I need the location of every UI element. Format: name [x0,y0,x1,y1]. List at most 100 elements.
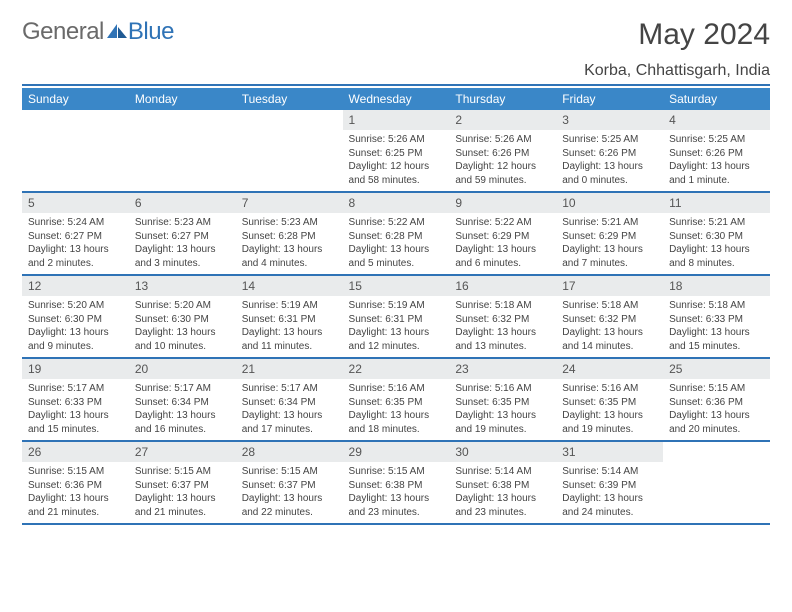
calendar-cell: 28Sunrise: 5:15 AMSunset: 6:37 PMDayligh… [236,441,343,524]
day-number: 6 [129,193,236,213]
day-details: Sunrise: 5:14 AMSunset: 6:38 PMDaylight:… [449,462,556,523]
day-details: Sunrise: 5:20 AMSunset: 6:30 PMDaylight:… [22,296,129,357]
day-number: 1 [343,110,450,130]
calendar-cell: 23Sunrise: 5:16 AMSunset: 6:35 PMDayligh… [449,358,556,441]
weekday-header: Wednesday [343,88,450,110]
daylight-text: Daylight: 13 hours and 13 minutes. [455,326,550,353]
day-number: 21 [236,359,343,379]
sunset-text: Sunset: 6:26 PM [562,147,657,161]
calendar-cell: 10Sunrise: 5:21 AMSunset: 6:29 PMDayligh… [556,192,663,275]
calendar-cell: 13Sunrise: 5:20 AMSunset: 6:30 PMDayligh… [129,275,236,358]
calendar-cell: 31Sunrise: 5:14 AMSunset: 6:39 PMDayligh… [556,441,663,524]
daylight-text: Daylight: 13 hours and 11 minutes. [242,326,337,353]
day-details: Sunrise: 5:23 AMSunset: 6:27 PMDaylight:… [129,213,236,274]
weekday-header: Sunday [22,88,129,110]
daylight-text: Daylight: 13 hours and 22 minutes. [242,492,337,519]
calendar-cell: 15Sunrise: 5:19 AMSunset: 6:31 PMDayligh… [343,275,450,358]
daylight-text: Daylight: 13 hours and 23 minutes. [349,492,444,519]
daylight-text: Daylight: 13 hours and 21 minutes. [28,492,123,519]
sunrise-text: Sunrise: 5:19 AM [349,299,444,313]
sunset-text: Sunset: 6:31 PM [349,313,444,327]
sunrise-text: Sunrise: 5:21 AM [669,216,764,230]
day-number: 26 [22,442,129,462]
day-number: 14 [236,276,343,296]
brand-part2: Blue [128,18,174,46]
sunrise-text: Sunrise: 5:14 AM [562,465,657,479]
daylight-text: Daylight: 12 hours and 58 minutes. [349,160,444,187]
day-number: 8 [343,193,450,213]
day-details: Sunrise: 5:18 AMSunset: 6:32 PMDaylight:… [449,296,556,357]
calendar-cell: 3 Sunrise: 5:25 AMSunset: 6:26 PMDaylight… [556,110,663,192]
sunrise-text: Sunrise: 5:17 AM [28,382,123,396]
sunrise-text: Sunrise: 5:18 AM [455,299,550,313]
calendar-table: Sunday Monday Tuesday Wednesday Thursday… [22,88,770,525]
sunrise-text: Sunrise: 5:15 AM [669,382,764,396]
day-details: Sunrise: 5:22 AMSunset: 6:29 PMDaylight:… [449,213,556,274]
daylight-text: Daylight: 13 hours and 14 minutes. [562,326,657,353]
sunset-text: Sunset: 6:32 PM [455,313,550,327]
daylight-text: Daylight: 13 hours and 5 minutes. [349,243,444,270]
daylight-text: Daylight: 13 hours and 0 minutes. [562,160,657,187]
sunrise-text: Sunrise: 5:17 AM [135,382,230,396]
calendar-cell: 27Sunrise: 5:15 AMSunset: 6:37 PMDayligh… [129,441,236,524]
title-block: May 2024 [638,18,770,56]
daylight-text: Daylight: 12 hours and 59 minutes. [455,160,550,187]
daylight-text: Daylight: 13 hours and 6 minutes. [455,243,550,270]
sunset-text: Sunset: 6:37 PM [135,479,230,493]
day-number: 23 [449,359,556,379]
calendar-cell: 22Sunrise: 5:16 AMSunset: 6:35 PMDayligh… [343,358,450,441]
weekday-header-row: Sunday Monday Tuesday Wednesday Thursday… [22,88,770,110]
day-details: Sunrise: 5:19 AMSunset: 6:31 PMDaylight:… [343,296,450,357]
sunset-text: Sunset: 6:30 PM [135,313,230,327]
calendar-cell: 16Sunrise: 5:18 AMSunset: 6:32 PMDayligh… [449,275,556,358]
calendar-cell: 17Sunrise: 5:18 AMSunset: 6:32 PMDayligh… [556,275,663,358]
sunset-text: Sunset: 6:32 PM [562,313,657,327]
sunset-text: Sunset: 6:34 PM [242,396,337,410]
daylight-text: Daylight: 13 hours and 24 minutes. [562,492,657,519]
sunset-text: Sunset: 6:28 PM [349,230,444,244]
sunrise-text: Sunrise: 5:25 AM [562,133,657,147]
sunrise-text: Sunrise: 5:15 AM [242,465,337,479]
day-number: 2 [449,110,556,130]
header: General Blue May 2024 [22,18,770,56]
day-number: 19 [22,359,129,379]
sunset-text: Sunset: 6:33 PM [669,313,764,327]
month-title: May 2024 [638,18,770,52]
sunrise-text: Sunrise: 5:22 AM [455,216,550,230]
day-number: 4 [663,110,770,130]
calendar-cell [663,441,770,524]
daylight-text: Daylight: 13 hours and 3 minutes. [135,243,230,270]
day-details: Sunrise: 5:20 AMSunset: 6:30 PMDaylight:… [129,296,236,357]
brand-part1: General [22,18,104,46]
sunset-text: Sunset: 6:36 PM [28,479,123,493]
calendar-row: 5Sunrise: 5:24 AMSunset: 6:27 PMDaylight… [22,192,770,275]
sunset-text: Sunset: 6:36 PM [669,396,764,410]
daylight-text: Daylight: 13 hours and 4 minutes. [242,243,337,270]
sunrise-text: Sunrise: 5:14 AM [455,465,550,479]
daylight-text: Daylight: 13 hours and 1 minute. [669,160,764,187]
daylight-text: Daylight: 13 hours and 15 minutes. [669,326,764,353]
calendar-cell: 25Sunrise: 5:15 AMSunset: 6:36 PMDayligh… [663,358,770,441]
sunset-text: Sunset: 6:38 PM [455,479,550,493]
daylight-text: Daylight: 13 hours and 19 minutes. [562,409,657,436]
sunrise-text: Sunrise: 5:15 AM [28,465,123,479]
sunrise-text: Sunrise: 5:18 AM [562,299,657,313]
day-number: 27 [129,442,236,462]
day-details: Sunrise: 5:17 AMSunset: 6:34 PMDaylight:… [236,379,343,440]
calendar-cell: 19Sunrise: 5:17 AMSunset: 6:33 PMDayligh… [22,358,129,441]
sunset-text: Sunset: 6:26 PM [455,147,550,161]
day-number: 22 [343,359,450,379]
calendar-cell: 8Sunrise: 5:22 AMSunset: 6:28 PMDaylight… [343,192,450,275]
sunrise-text: Sunrise: 5:21 AM [562,216,657,230]
sunrise-text: Sunrise: 5:24 AM [28,216,123,230]
sunset-text: Sunset: 6:27 PM [135,230,230,244]
day-number: 3 [556,110,663,130]
sunrise-text: Sunrise: 5:19 AM [242,299,337,313]
day-number: 9 [449,193,556,213]
day-details: Sunrise: 5:21 AMSunset: 6:30 PMDaylight:… [663,213,770,274]
calendar-cell: 18Sunrise: 5:18 AMSunset: 6:33 PMDayligh… [663,275,770,358]
sunrise-text: Sunrise: 5:16 AM [455,382,550,396]
day-details: Sunrise: 5:25 AMSunset: 6:26 PMDaylight:… [663,130,770,191]
sunrise-text: Sunrise: 5:26 AM [349,133,444,147]
calendar-cell: 4Sunrise: 5:25 AMSunset: 6:26 PMDaylight… [663,110,770,192]
